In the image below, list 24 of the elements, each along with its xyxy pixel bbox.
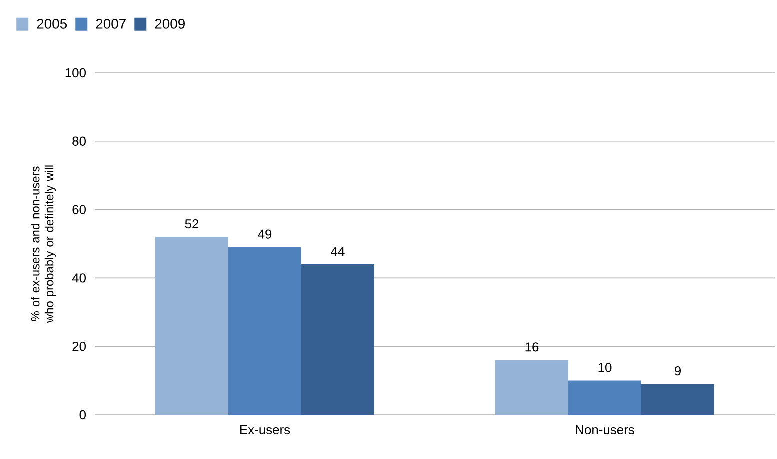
data-label: 10 [598, 363, 612, 372]
y-tick-label: 60 [72, 205, 86, 214]
data-label: 49 [258, 230, 272, 239]
bar [568, 380, 642, 415]
bar [642, 384, 715, 415]
data-label: 16 [526, 342, 539, 352]
legend-label: 2007 [96, 19, 126, 29]
bar [156, 237, 229, 415]
x-tick-label: Non-users [576, 426, 634, 435]
bar [496, 360, 569, 415]
data-label: 52 [185, 219, 199, 229]
y-tick-label: 40 [72, 274, 86, 283]
y-tick-label: 0 [80, 410, 86, 420]
y-tick-label: 20 [72, 342, 86, 352]
y-tick-label: 100 [66, 68, 86, 78]
y-tick-label: 80 [72, 136, 86, 146]
data-label: 44 [331, 247, 345, 256]
legend-label: 2009 [155, 19, 185, 29]
data-label: 9 [675, 366, 681, 376]
legend-label: 2005 [37, 19, 68, 29]
bar [228, 247, 302, 415]
x-tick-label: Ex-users [240, 426, 290, 435]
bar [302, 264, 375, 415]
y-axis-title: % of ex-users and non-users who probably or definitely will [30, 166, 56, 324]
